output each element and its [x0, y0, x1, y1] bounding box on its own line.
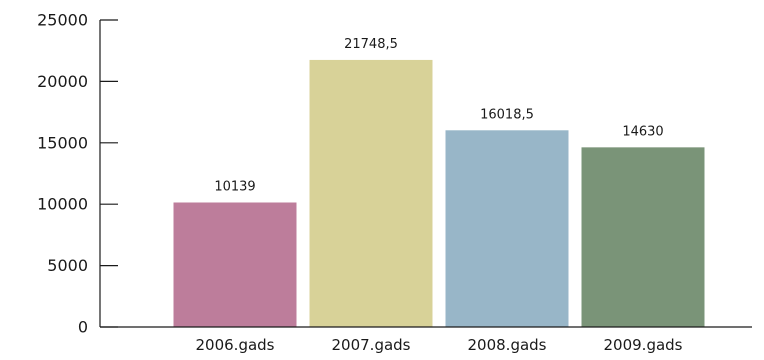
y-tick-label: 5000 [47, 256, 88, 275]
y-tick-label: 20000 [37, 72, 88, 91]
x-tick-label: 2006.gads [196, 336, 275, 354]
y-tick-label: 15000 [37, 133, 88, 152]
data-label: 16018,5 [480, 107, 534, 122]
x-axis: 2006.gads 2007.gads 2008.gads 2009.gads [100, 326, 752, 354]
y-axis: 0 5000 10000 15000 20000 25000 [37, 11, 118, 337]
y-tick-label: 25000 [37, 11, 88, 30]
bar [445, 130, 569, 327]
y-tick-label: 10000 [37, 195, 88, 214]
bar [173, 202, 297, 327]
x-tick-label: 2008.gads [468, 336, 547, 354]
bars: 10139 21748,5 16018,5 14630 [173, 37, 705, 328]
x-tick-label: 2009.gads [604, 336, 683, 354]
data-label: 10139 [214, 179, 255, 194]
x-tick-label: 2007.gads [332, 336, 411, 354]
y-tick-label: 0 [78, 318, 88, 337]
data-label: 14630 [622, 124, 663, 139]
bar [309, 59, 433, 328]
data-label: 21748,5 [344, 37, 398, 52]
bar [581, 147, 705, 327]
